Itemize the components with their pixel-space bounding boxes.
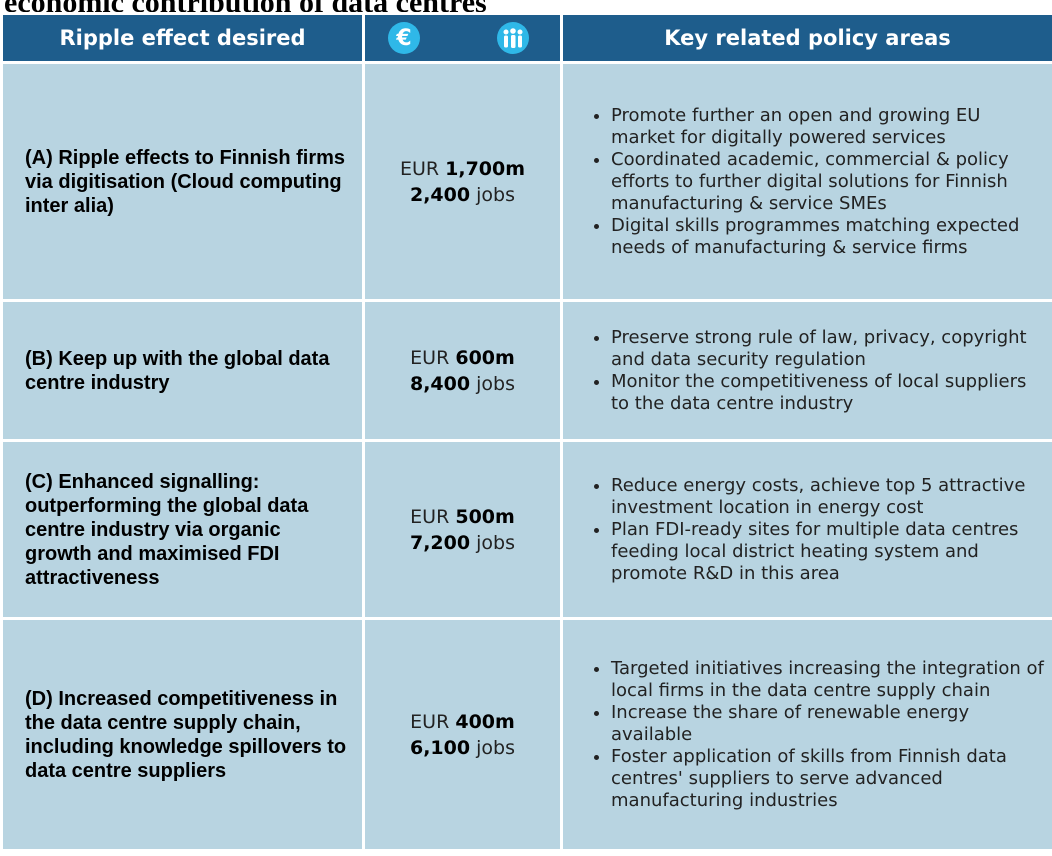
- currency: EUR: [410, 710, 450, 733]
- impact-cell: EUR 600m 8,400 jobs: [362, 299, 563, 442]
- policy-table: Ripple effect desired € Key related poli…: [0, 12, 1052, 852]
- policy-list: Reduce energy costs, achieve top 5 attra…: [577, 475, 1048, 585]
- euro-icon: €: [388, 22, 420, 54]
- jobs-unit: jobs: [476, 531, 516, 554]
- policy-item: Foster application of skills from Finnis…: [611, 746, 1048, 812]
- effect-cell: (B) Keep up with the global data centre …: [0, 299, 365, 442]
- header-cell: Ripple effect desired: [0, 12, 365, 64]
- svg-text:€: €: [395, 26, 411, 51]
- policy-item: Increase the share of renewable energy a…: [611, 702, 1048, 746]
- policy-cell: Targeted initiatives increasing the inte…: [560, 617, 1052, 852]
- header-icons: €: [362, 12, 563, 64]
- policy-item: Promote further an open and growing EU m…: [611, 105, 1048, 149]
- jobs-unit: jobs: [476, 372, 516, 395]
- value-line: EUR 500m: [365, 504, 560, 530]
- policy-item: Reduce energy costs, achieve top 5 attra…: [611, 475, 1048, 519]
- jobs: 2,400: [409, 183, 471, 206]
- effect-cell: (D) Increased competitiveness in the dat…: [0, 617, 365, 852]
- jobs-line: 7,200 jobs: [365, 530, 560, 556]
- policy-cell: Promote further an open and growing EU m…: [560, 61, 1052, 302]
- policy-item: Plan FDI-ready sites for multiple data c…: [611, 519, 1048, 585]
- table-row: (D) Increased competitiveness in the dat…: [0, 617, 1052, 852]
- effect-cell: (A) Ripple effects to Finnish firms via …: [0, 61, 365, 302]
- jobs-line: 6,100 jobs: [365, 735, 560, 761]
- jobs-line: 2,400 jobs: [365, 182, 560, 208]
- policy-list: Promote further an open and growing EU m…: [577, 105, 1048, 259]
- jobs-line: 8,400 jobs: [365, 371, 560, 397]
- jobs: 6,100: [409, 736, 471, 759]
- value-line: EUR 600m: [365, 345, 560, 371]
- jobs-unit: jobs: [476, 736, 516, 759]
- amount: 400m: [455, 710, 515, 733]
- jobs: 8,400: [409, 372, 471, 395]
- header-cell: Key related policy areas: [560, 12, 1052, 64]
- jobs: 7,200: [409, 531, 471, 554]
- policy-item: Digital skills programmes matching expec…: [611, 215, 1048, 259]
- header-row: Ripple effect desired € Key related poli…: [0, 12, 1052, 64]
- value-line: EUR 1,700m: [365, 156, 560, 182]
- effect-cell: (C) Enhanced signalling: outperforming t…: [0, 439, 365, 620]
- currency: EUR: [399, 157, 440, 180]
- policy-item: Targeted initiatives increasing the inte…: [611, 658, 1048, 702]
- value-line: EUR 400m: [365, 709, 560, 735]
- table-row: (C) Enhanced signalling: outperforming t…: [0, 439, 1052, 620]
- currency: EUR: [410, 346, 450, 369]
- policy-list: Preserve strong rule of law, privacy, co…: [577, 327, 1048, 415]
- policy-list: Targeted initiatives increasing the inte…: [577, 658, 1048, 812]
- amount: 600m: [455, 346, 515, 369]
- amount: 500m: [455, 505, 515, 528]
- amount: 1,700m: [445, 157, 526, 180]
- policy-item: Coordinated academic, commercial & polic…: [611, 149, 1048, 215]
- impact-cell: EUR 500m 7,200 jobs: [362, 439, 563, 620]
- policy-cell: Reduce energy costs, achieve top 5 attra…: [560, 439, 1052, 620]
- policy-item: Preserve strong rule of law, privacy, co…: [611, 327, 1048, 371]
- jobs-unit: jobs: [476, 183, 516, 206]
- policy-item: Monitor the competitiveness of local sup…: [611, 371, 1048, 415]
- currency: EUR: [410, 505, 450, 528]
- table-row: (B) Keep up with the global data centre …: [0, 299, 1052, 442]
- table-row: (A) Ripple effects to Finnish firms via …: [0, 61, 1052, 302]
- impact-cell: EUR 400m 6,100 jobs: [362, 617, 563, 852]
- people-icon: [497, 22, 529, 54]
- impact-cell: EUR 1,700m 2,400 jobs: [362, 61, 563, 302]
- policy-cell: Preserve strong rule of law, privacy, co…: [560, 299, 1052, 442]
